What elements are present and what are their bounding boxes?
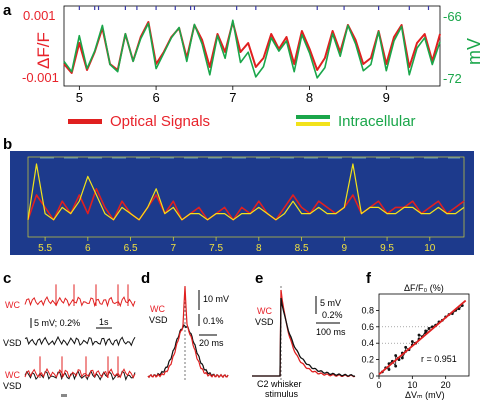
panel-f-xtick-label: 0 bbox=[376, 380, 381, 390]
panel-e-scalebar-mv: 5 mV bbox=[320, 298, 341, 308]
panel-e-scalebar-ms: 100 ms bbox=[316, 327, 346, 337]
panel-a-ytick-bottom: -0.001 bbox=[22, 70, 59, 85]
panel-a-xtick-label: 9 bbox=[383, 90, 390, 105]
panel-e-legend-vsd: VSD bbox=[255, 317, 274, 327]
panel-b-xtick-label: 7 bbox=[171, 243, 177, 254]
panel-b-xtick-label: 9 bbox=[342, 243, 348, 254]
panel-f-ylabel: ΔF/F₀ (%) bbox=[404, 283, 444, 293]
panel-c-row3-label: WC bbox=[5, 370, 20, 380]
panel-f-xlabel: ΔVₘ (mV) bbox=[405, 390, 445, 400]
panel-c-traces bbox=[24, 284, 136, 382]
panel-b-background bbox=[10, 151, 474, 255]
legend-swatch-intracellular bbox=[296, 115, 330, 119]
panel-c-stim-marker bbox=[61, 394, 67, 397]
panel-f-point bbox=[427, 327, 431, 330]
panel-f-frame bbox=[378, 293, 470, 377]
panel-d-trace bbox=[147, 324, 229, 379]
panel-d-traces bbox=[147, 286, 229, 379]
panel-b-xtick-label: 10 bbox=[424, 243, 436, 254]
panel-f-xaxis: 0 10 20 bbox=[376, 376, 451, 390]
panel-f-r-value: r = 0.951 bbox=[421, 354, 457, 364]
panel-d-scalebar-mv: 10 mV bbox=[203, 294, 229, 304]
panel-c-trace bbox=[24, 296, 136, 308]
panel-a-y2tick-top: -66 bbox=[443, 9, 462, 24]
panel-f-point bbox=[410, 340, 414, 343]
panel-e-label: e bbox=[255, 270, 263, 287]
panel-a-xtick-label: 8 bbox=[306, 90, 313, 105]
legend-label-optical: Optical Signals bbox=[110, 113, 210, 130]
panel-f-yaxis: 0.8 0.6 0.4 0.2 0 bbox=[361, 305, 379, 381]
legend-swatch-optical bbox=[68, 119, 102, 124]
panel-a-xtick-label: 7 bbox=[229, 90, 236, 105]
panel-f-ytick-label: 0.2 bbox=[361, 355, 374, 365]
panel-b-xtick-label: 9.5 bbox=[380, 243, 394, 254]
panel-e-annotation-line2: stimulus bbox=[265, 389, 299, 399]
panel-c-row4-label: VSD bbox=[3, 381, 22, 391]
panel-d-trace bbox=[147, 286, 229, 379]
panel-f-label: f bbox=[366, 270, 372, 287]
panel-b-xtick-label: 6.5 bbox=[124, 243, 138, 254]
panel-f-plot bbox=[378, 299, 467, 376]
panel-a-label: a bbox=[3, 2, 12, 19]
panel-f-fit-line bbox=[378, 299, 467, 376]
panel-b-series-red bbox=[27, 188, 465, 221]
panel-f-ytick-label: 0.6 bbox=[361, 322, 374, 332]
panel-b-xtick-label: 8 bbox=[256, 243, 262, 254]
panel-f-xtick-label: 10 bbox=[407, 380, 417, 390]
panel-c-timebar-label: 1s bbox=[99, 317, 109, 327]
panel-d-label: d bbox=[141, 270, 150, 287]
panel-a-ylabel-left: ΔF/F bbox=[34, 32, 53, 69]
panel-a-plot bbox=[63, 19, 441, 79]
panel-a-y2tick-bottom: -72 bbox=[443, 71, 462, 86]
panel-a-series-intracellular bbox=[63, 19, 441, 79]
panel-f-ytick-label: 0.4 bbox=[361, 338, 374, 348]
panel-b-xtick-label: 8.5 bbox=[295, 243, 309, 254]
panel-a-ytick-top: 0.001 bbox=[23, 8, 56, 23]
panel-d-legend-wc: WC bbox=[150, 304, 165, 314]
panel-d-scalebar-pct: 0.1% bbox=[203, 316, 224, 326]
panel-b-xtick-label: 7.5 bbox=[209, 243, 223, 254]
legend-label-intracellular: Intracellular bbox=[338, 113, 416, 130]
panel-a-ylabel-right: mV bbox=[464, 38, 480, 65]
panel-c-scalebar-label: 5 mV; 0.2% bbox=[34, 318, 80, 328]
panel-a-event-marks bbox=[78, 6, 430, 10]
panel-f-point bbox=[424, 329, 428, 333]
panel-f-point bbox=[387, 368, 391, 371]
panel-a-xaxis: 5 6 7 8 9 bbox=[76, 86, 390, 105]
panel-e-scalebar-pct: 0.2% bbox=[322, 310, 343, 320]
panel-f-ytick-label: 0 bbox=[369, 371, 374, 381]
panel-f-point bbox=[404, 345, 408, 349]
panel-b-xaxis: 5.5 6 6.5 7 7.5 8 8.5 9 9.5 10 bbox=[38, 237, 436, 254]
panel-f-point bbox=[394, 364, 398, 368]
panel-c-row2-label: VSD bbox=[3, 338, 22, 348]
panel-b-plot bbox=[27, 157, 465, 221]
panel-c-trace bbox=[24, 335, 136, 347]
panel-f-point bbox=[400, 356, 404, 360]
panel-a-xtick-label: 6 bbox=[152, 90, 159, 105]
panel-f-point bbox=[457, 307, 461, 311]
panel-f-ytick-label: 0.8 bbox=[361, 305, 374, 315]
panel-c-trace bbox=[24, 367, 136, 379]
panel-f-point bbox=[394, 354, 398, 357]
panel-c-label: c bbox=[3, 270, 11, 287]
legend-swatch-intracellular-2 bbox=[296, 122, 330, 126]
panel-d-legend-vsd: VSD bbox=[149, 315, 168, 325]
panel-b-label: b bbox=[3, 136, 12, 153]
panel-b-frame bbox=[27, 156, 465, 238]
panel-f-xtick-label: 20 bbox=[441, 380, 451, 390]
panel-e-legend-wc: WC bbox=[257, 306, 272, 316]
panel-b-xtick-label: 6 bbox=[85, 243, 91, 254]
panel-a-frame bbox=[63, 5, 441, 87]
panel-b-series-yellow bbox=[27, 163, 465, 221]
panel-a-xtick-label: 5 bbox=[76, 90, 83, 105]
panel-d-scalebar-ms: 20 ms bbox=[199, 338, 224, 348]
panel-b-xtick-label: 5.5 bbox=[38, 243, 52, 254]
panel-e-annotation-line1: C2 whisker bbox=[257, 379, 302, 389]
panel-c-row1-label: WC bbox=[5, 300, 20, 310]
panel-f-point bbox=[417, 333, 421, 337]
panel-e-traces bbox=[252, 289, 356, 378]
panel-e-trace bbox=[252, 297, 356, 377]
